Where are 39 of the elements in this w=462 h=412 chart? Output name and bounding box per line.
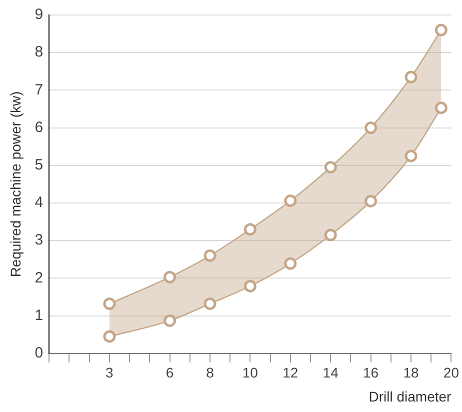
- y-tick-label: 0: [34, 344, 44, 362]
- y-tick-label: 6: [34, 118, 44, 136]
- point: [404, 150, 418, 162]
- point: [364, 122, 378, 134]
- point: [204, 298, 216, 310]
- point: [434, 102, 448, 114]
- point: [284, 257, 297, 270]
- point: [103, 298, 116, 310]
- y-tick-label: 9: [34, 6, 44, 24]
- x-tick-label: 6: [166, 364, 174, 381]
- point: [364, 194, 378, 208]
- point: [204, 249, 216, 262]
- point: [434, 24, 448, 36]
- x-tick-label: 20: [443, 364, 460, 381]
- x-tick-label: 12: [282, 364, 298, 381]
- y-tick-label: 2: [34, 269, 44, 286]
- point: [164, 270, 176, 284]
- point: [324, 161, 337, 174]
- y-tick-label: 1: [34, 306, 44, 324]
- y-tick-label: 7: [34, 81, 44, 98]
- point: [404, 70, 418, 84]
- y-tick-label: 4: [34, 194, 44, 212]
- x-tick-label: 10: [242, 364, 258, 381]
- point: [244, 280, 256, 292]
- point: [103, 330, 116, 343]
- y-tick-label: 3: [34, 232, 44, 249]
- y-tick-label: 8: [34, 44, 44, 61]
- x-tick-label: 8: [206, 364, 214, 381]
- x-tick-label: 3: [106, 364, 114, 381]
- y-tick-label: 5: [34, 156, 44, 174]
- x-axis-title: Drill diameter: [368, 388, 452, 404]
- point: [324, 228, 337, 242]
- point: [164, 314, 176, 327]
- x-tick-label: 16: [363, 364, 379, 381]
- y-axis-title: Required machine power (kw): [7, 91, 24, 278]
- point: [244, 223, 256, 236]
- point: [284, 194, 297, 207]
- x-tick-label: 18: [403, 364, 420, 381]
- x-tick-label: 14: [322, 364, 339, 381]
